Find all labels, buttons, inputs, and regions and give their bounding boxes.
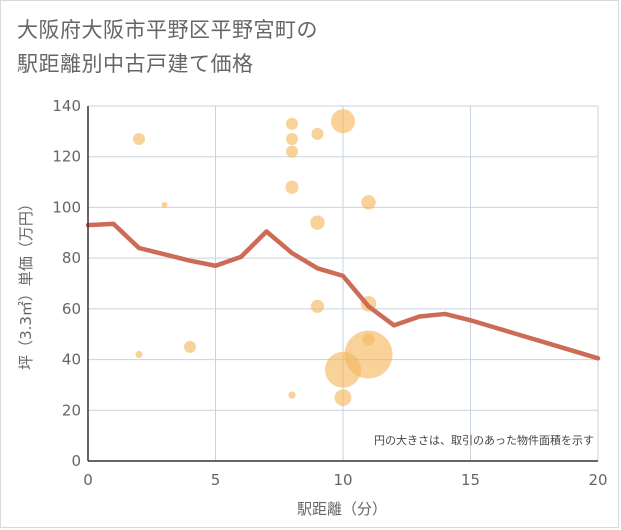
title-line-1: 大阪府大阪市平野区平野宮町の	[17, 18, 318, 42]
y-tick-label: 20	[62, 401, 81, 419]
y-tick-label: 140	[52, 97, 81, 115]
bubble-point	[310, 215, 325, 230]
x-tick-label: 5	[211, 471, 221, 489]
grid-lines	[88, 105, 599, 461]
axes	[87, 106, 598, 462]
title-line-2: 駅距離別中古戸建て価格	[17, 52, 254, 76]
chart-title: 大阪府大阪市平野区平野宮町の 駅距離別中古戸建て価格	[17, 13, 318, 81]
y-tick-label: 40	[62, 351, 81, 369]
bubble-point	[310, 299, 325, 313]
x-tick-label: 0	[83, 471, 93, 489]
bubble-point	[184, 340, 196, 353]
average-price-line	[85, 221, 601, 361]
y-axis-title: 坪（3.3㎡）単価（万円）	[17, 196, 35, 370]
average-line-series	[85, 221, 601, 361]
bubble-size-note: 円の大きさは、取引のあった物件面積を示す	[374, 433, 594, 447]
bubble-point	[331, 109, 355, 134]
bubble-point	[286, 145, 298, 158]
bubble-point	[311, 127, 324, 140]
y-tick-label: 120	[52, 148, 81, 166]
tick-labels: 0 20 40 60 80 100 120 140 0 5 10 15 20	[52, 97, 607, 489]
bubble-point	[286, 117, 298, 130]
y-tick-label: 100	[52, 198, 81, 216]
x-axis-title: 駅距離（分）	[297, 500, 387, 518]
y-tick-label: 80	[62, 249, 81, 267]
bubble-point	[361, 195, 376, 210]
bubble-point	[286, 132, 298, 145]
bubble-point	[161, 201, 168, 208]
y-tick-label: 0	[71, 452, 81, 470]
y-tick-label: 60	[62, 300, 81, 318]
bubble-point	[334, 389, 352, 407]
bubble-point	[285, 180, 299, 194]
bubble-point	[133, 132, 145, 145]
bubble-point	[288, 391, 296, 399]
x-tick-label: 10	[333, 471, 352, 489]
x-tick-label: 15	[461, 471, 480, 489]
x-tick-label: 20	[588, 471, 607, 489]
bubble-point	[344, 330, 393, 379]
bubble-point	[135, 350, 143, 359]
